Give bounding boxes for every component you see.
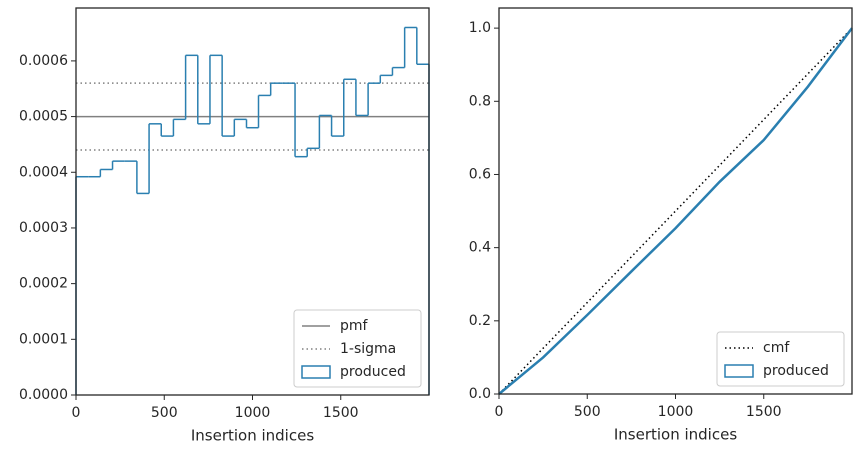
x-tick-label: 1500 — [746, 404, 782, 420]
x-tick-label: 0 — [72, 405, 81, 421]
legend: cmf produced — [716, 331, 845, 387]
y-tick-label: 0.0000 — [19, 387, 68, 403]
x-tick-label: 1000 — [658, 404, 694, 420]
axes-frame — [75, 7, 430, 396]
legend-label: produced — [763, 363, 829, 379]
legend-swatch — [301, 365, 331, 379]
x-tick-label: 500 — [151, 405, 178, 421]
y-tick-label: 0.0005 — [19, 109, 68, 125]
x-tick-label: 0 — [495, 404, 504, 420]
legend-box — [716, 331, 845, 387]
y-tick-label: 0.0002 — [19, 276, 68, 292]
series-line — [498, 27, 853, 395]
y-tick-label: 0.8 — [469, 93, 491, 109]
plot: 0.0000 0.0001 0.0002 0.0003 0.0004 0.0005 0.00… — [19, 7, 430, 445]
y-tick-label: 0.0003 — [19, 220, 68, 236]
x-tick-label: 500 — [574, 404, 601, 420]
legend-label: cmf — [763, 340, 790, 356]
legend-box — [293, 309, 422, 388]
series-line — [498, 27, 853, 395]
legend-swatch — [724, 364, 754, 378]
y-tick-label: 0.2 — [469, 313, 491, 329]
y-tick-label: 0.0004 — [19, 164, 68, 180]
y-tick-label: 0.0001 — [19, 331, 68, 347]
legend-label: produced — [340, 364, 406, 380]
axes-frame — [498, 7, 853, 395]
x-tick-label: 1500 — [323, 405, 359, 421]
legend-label: 1-sigma — [340, 341, 396, 357]
x-tick-label: 1000 — [235, 405, 271, 421]
y-tick-label: 0.6 — [469, 166, 491, 182]
x-axis-label: Insertion indices — [191, 427, 314, 445]
y-tick-label: 0.4 — [469, 240, 491, 256]
x-axis-label: Insertion indices — [614, 426, 737, 444]
legend: pmf 1-sigma produced — [293, 309, 422, 388]
legend-label: pmf — [340, 318, 369, 334]
y-tick-label: 0.0006 — [19, 53, 68, 69]
plot: 0.0 0.2 0.4 0.6 0.8 1.0 0 500 1000 1500 Insertion … — [469, 7, 853, 444]
y-tick-label: 1.0 — [469, 20, 491, 36]
y-tick-label: 0.0 — [469, 386, 491, 402]
